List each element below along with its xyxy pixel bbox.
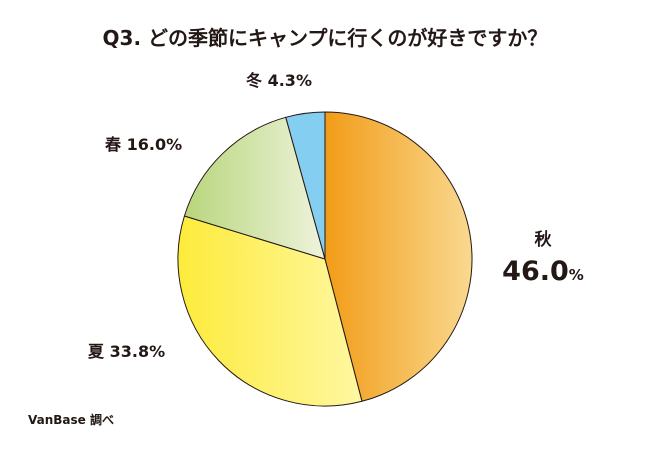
chart-title: Q3. どの季節にキャンプに行くのが好きですか？ [103, 26, 548, 50]
slice-label-summer: 夏 33.8% [87, 342, 165, 361]
slice-value-autumn-number: 46.0 [502, 256, 569, 287]
slice-label-spring: 春 16.0% [104, 135, 182, 154]
slice-label-winter-value: 4.3% [268, 71, 312, 90]
slice-label-spring-category: 春 [104, 135, 122, 154]
pie-slice-spring [183, 116, 326, 260]
slice-label-winter: 冬 4.3% [246, 71, 312, 90]
source-note: VanBase 調べ [28, 412, 114, 427]
slice-label-summer-category: 夏 [87, 342, 105, 361]
slice-label-winter-category: 冬 [246, 71, 262, 90]
slice-label-summer-value: 33.8% [110, 342, 166, 361]
slice-label-spring-value: 16.0% [127, 135, 183, 154]
pie-slice-summer [177, 215, 363, 407]
pie-slice-autumn [324, 111, 473, 402]
pie-slices [177, 111, 473, 407]
slice-value-autumn-percent: % [569, 266, 584, 284]
pie-slice-winter [285, 111, 326, 260]
slice-value-autumn: 46.0% [502, 256, 584, 287]
slice-label-autumn: 秋 [535, 229, 553, 250]
